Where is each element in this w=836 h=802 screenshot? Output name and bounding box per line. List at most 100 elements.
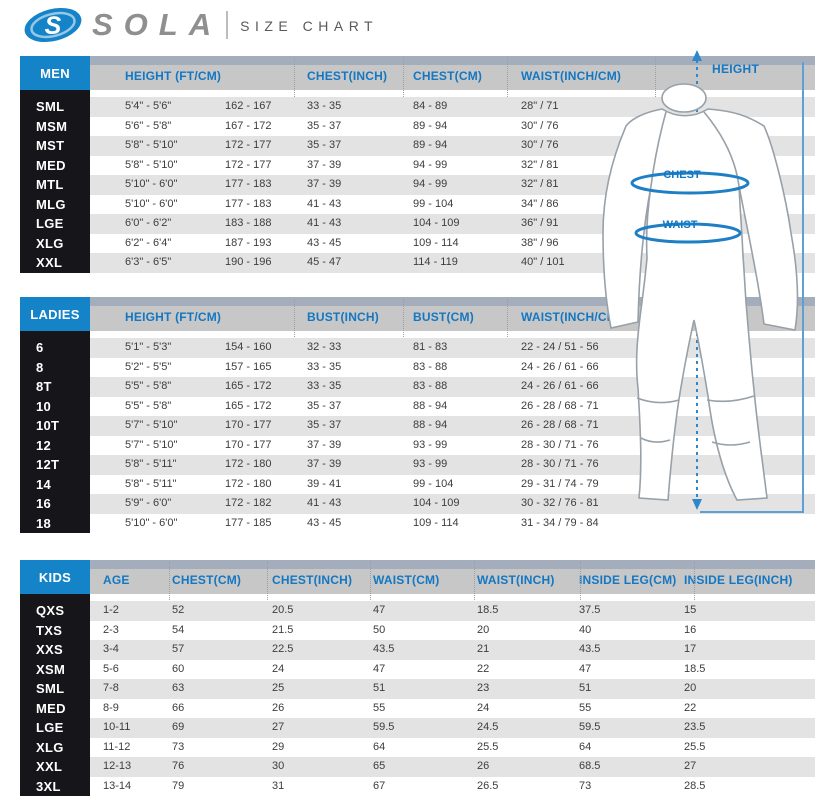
table-cell: 24 - 26 / 61 - 66 — [521, 380, 599, 392]
column-header: WAIST(INCH/CM) — [521, 310, 622, 324]
table-cell: 25 — [272, 682, 285, 694]
logo-divider — [226, 11, 229, 39]
row-stripe — [90, 601, 815, 621]
table-cell: 37 - 39 — [307, 178, 342, 190]
table-cell: 6'2" - 6'4" — [125, 236, 172, 249]
table-cell: 167 - 172 — [225, 119, 272, 132]
table-cell: 18.5 — [477, 604, 499, 616]
table-cell: 59.5 — [373, 721, 395, 733]
table-cell: 89 - 94 — [413, 119, 448, 132]
size-label: MTL — [36, 177, 64, 192]
table-cell: 104 - 109 — [413, 497, 460, 509]
size-label: XSM — [36, 661, 66, 677]
table-cell: 17 — [684, 643, 697, 655]
table-cell: 28.5 — [684, 779, 706, 792]
table-cell: 26.5 — [477, 779, 499, 792]
table-cell: 55 — [373, 701, 386, 714]
column-header: BUST(INCH) — [307, 310, 379, 324]
table-cell: 183 - 188 — [225, 217, 272, 229]
column-header: WAIST(CM) — [373, 573, 440, 587]
table-cell: 32" / 81 — [521, 158, 559, 171]
table-cell: 65 — [373, 760, 386, 772]
size-label: 18 — [36, 515, 52, 531]
table-row: 6 5'1" - 5'3" 154 - 160 32 - 33 81 - 83 22 - … — [20, 338, 815, 358]
row-stripe — [90, 357, 815, 377]
row-stripe — [90, 737, 815, 757]
table-cell: 47 — [373, 662, 386, 675]
table-cell: 47 — [579, 662, 592, 675]
table-cell: 23 — [477, 682, 490, 694]
table-cell: 94 - 99 — [413, 178, 448, 190]
table-cell: 24 — [272, 662, 285, 675]
table-cell: 24.5 — [477, 721, 499, 733]
table-cell: 5'10" - 6'0" — [125, 516, 178, 529]
table-cell: 43.5 — [373, 643, 395, 655]
table-cell: 93 - 99 — [413, 458, 448, 470]
table-row: MSM 5'6" - 5'8" 167 - 172 35 - 37 89 - 94 30"… — [20, 116, 815, 136]
table-cell: 5'8" - 5'11" — [125, 458, 177, 470]
table-cell: 93 - 99 — [413, 438, 448, 451]
size-label: MED — [36, 157, 66, 173]
table-cell: 165 - 172 — [225, 380, 272, 392]
table-cell: 30" / 76 — [521, 119, 559, 132]
height-measure-label: HEIGHT — [712, 62, 760, 76]
table-cell: 45 - 47 — [307, 256, 342, 268]
table-cell: 43 - 45 — [307, 236, 342, 249]
table-cell: 5'1" - 5'3" — [125, 341, 172, 353]
table-cell: 190 - 196 — [225, 256, 272, 268]
kids-table-label: KIDS — [20, 560, 90, 594]
table-row: MED 5'8" - 5'10" 172 - 177 37 - 39 94 - 99 32… — [20, 155, 815, 175]
size-label: 10 — [36, 398, 52, 414]
table-cell: 12-13 — [103, 760, 132, 772]
table-cell: 28" / 71 — [521, 100, 559, 112]
table-cell: 177 - 183 — [225, 178, 272, 190]
size-label: XXS — [36, 642, 63, 657]
size-label: 16 — [36, 496, 52, 511]
table-cell: 35 - 37 — [307, 399, 342, 412]
table-cell: 41 - 43 — [307, 217, 342, 229]
row-stripe — [90, 659, 815, 679]
column-header: INSIDE LEG(CM) — [579, 573, 677, 587]
table-row: MLG 5'10" - 6'0" 177 - 183 41 - 43 99 - 104 3… — [20, 194, 815, 214]
table-cell: 22 - 24 / 51 - 56 — [521, 341, 599, 353]
table-cell: 16 — [684, 623, 697, 636]
table-cell: 67 — [373, 779, 386, 792]
kids-size-table: KIDS AGE CHEST(CM) CHEST(INCH) WAIST(CM) WAI… — [20, 560, 815, 796]
table-cell: 177 - 185 — [225, 516, 272, 529]
table-cell: 33 - 35 — [307, 360, 342, 373]
ladies-table-label: LADIES — [20, 297, 90, 331]
men-size-sidebar — [20, 90, 90, 273]
table-cell: 55 — [579, 701, 592, 714]
table-cell: 26 - 28 / 68 - 71 — [521, 399, 599, 412]
table-row: XSM 5-6 60 24 47 22 47 18.5 — [20, 659, 815, 679]
row-stripe — [90, 338, 815, 358]
size-label: XXL — [36, 255, 63, 270]
column-header: CHEST(CM) — [172, 573, 242, 587]
table-row: TXS 2-3 54 21.5 50 20 40 16 — [20, 620, 815, 640]
row-stripe — [90, 698, 815, 718]
table-cell: 5'5" - 5'8" — [125, 399, 172, 412]
table-cell: 25.5 — [477, 740, 499, 753]
table-cell: 64 — [373, 740, 386, 753]
table-row: MED 8-9 66 26 55 24 55 22 — [20, 698, 815, 718]
table-row: SML 7-8 63 25 51 23 51 20 — [20, 679, 815, 699]
column-header: HEIGHT (FT/CM) — [125, 310, 222, 324]
table-cell: 73 — [172, 740, 185, 753]
table-cell: 22 — [684, 701, 697, 714]
row-stripe — [90, 377, 815, 397]
size-label: XLG — [36, 739, 64, 755]
table-cell: 50 — [373, 623, 386, 636]
ladies-size-table: LADIES HEIGHT (FT/CM) BUST(INCH) BUST(CM) W… — [20, 297, 815, 533]
size-label: SML — [36, 681, 65, 696]
table-row: SML 5'4" - 5'6" 162 - 167 33 - 35 84 - 89 28"… — [20, 97, 815, 117]
table-cell: 23.5 — [684, 721, 706, 733]
table-cell: 30" / 76 — [521, 139, 559, 151]
table-cell: 37.5 — [579, 604, 601, 616]
table-cell: 37 - 39 — [307, 458, 342, 470]
table-cell: 109 - 114 — [413, 236, 459, 249]
table-cell: 31 — [272, 779, 285, 792]
table-cell: 109 - 114 — [413, 516, 459, 529]
table-cell: 5'5" - 5'8" — [125, 380, 172, 392]
size-label: XLG — [36, 235, 64, 251]
